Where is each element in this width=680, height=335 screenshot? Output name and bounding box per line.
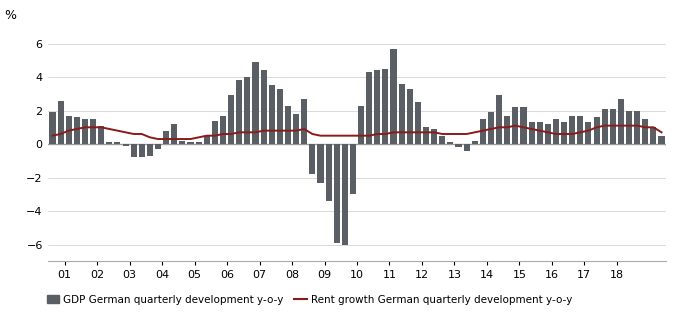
Bar (188, 142, 194, 144)
Bar (350, 144, 356, 194)
Bar (171, 124, 177, 144)
Bar (50, 112, 56, 144)
Bar (228, 95, 234, 144)
Bar (236, 80, 242, 144)
Bar (480, 119, 486, 144)
Bar (545, 124, 551, 144)
Bar (415, 102, 421, 144)
Bar (374, 70, 380, 144)
Bar (74, 117, 80, 144)
Bar (650, 127, 656, 144)
Bar (301, 99, 307, 144)
Bar (122, 144, 129, 146)
Bar (577, 116, 583, 144)
Bar (212, 121, 218, 144)
Bar (358, 106, 364, 144)
Bar (585, 122, 592, 144)
Bar (334, 144, 340, 243)
Bar (366, 72, 372, 144)
Bar (504, 116, 510, 144)
Bar (139, 144, 145, 157)
Bar (260, 70, 267, 144)
Bar (537, 122, 543, 144)
Bar (496, 95, 502, 144)
Bar (204, 136, 210, 144)
Bar (98, 126, 104, 144)
Bar (472, 141, 478, 144)
Bar (407, 89, 413, 144)
Bar (488, 112, 494, 144)
Bar (464, 144, 470, 151)
Bar (58, 100, 64, 144)
Bar (244, 77, 250, 144)
Bar (326, 144, 332, 201)
Bar (147, 144, 153, 156)
Bar (196, 142, 202, 144)
Bar (634, 111, 640, 144)
Bar (569, 116, 575, 144)
Bar (252, 62, 258, 144)
Legend: GDP German quarterly development y-o-y, Rent growth German quarterly development: GDP German quarterly development y-o-y, … (47, 295, 572, 305)
Bar (269, 85, 275, 144)
Bar (610, 109, 616, 144)
Bar (382, 69, 388, 144)
Bar (277, 89, 283, 144)
Bar (512, 107, 518, 144)
Bar (163, 131, 169, 144)
Bar (342, 144, 348, 245)
Bar (131, 144, 137, 157)
Bar (114, 142, 120, 144)
Bar (658, 136, 664, 144)
Bar (398, 84, 405, 144)
Bar (553, 119, 559, 144)
Bar (66, 116, 72, 144)
Bar (626, 111, 632, 144)
Bar (309, 144, 316, 174)
Bar (528, 122, 534, 144)
Bar (106, 142, 112, 144)
Bar (423, 127, 429, 144)
Bar (220, 116, 226, 144)
Bar (618, 99, 624, 144)
Bar (293, 114, 299, 144)
Bar (447, 142, 454, 144)
Bar (155, 144, 161, 149)
Text: %: % (4, 9, 16, 22)
Bar (602, 109, 608, 144)
Bar (439, 136, 445, 144)
Bar (520, 107, 526, 144)
Bar (285, 106, 291, 144)
Bar (390, 49, 396, 144)
Bar (431, 129, 437, 144)
Bar (180, 141, 186, 144)
Bar (561, 122, 567, 144)
Bar (90, 119, 96, 144)
Bar (318, 144, 324, 183)
Bar (82, 119, 88, 144)
Bar (456, 144, 462, 147)
Bar (642, 119, 648, 144)
Bar (594, 117, 600, 144)
